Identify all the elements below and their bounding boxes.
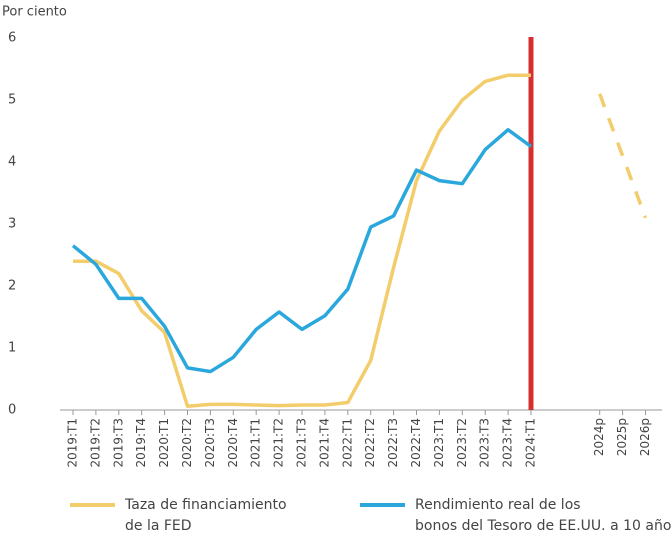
x-tick-label: 2019:T2 bbox=[88, 418, 102, 468]
x-tick-label: 2023:T3 bbox=[478, 418, 492, 468]
x-tick-label: 2024p bbox=[592, 418, 606, 456]
y-tick-label: 0 bbox=[8, 403, 16, 418]
x-tick-label: 2019:T3 bbox=[111, 418, 125, 468]
x-tick-label: 2020:T4 bbox=[226, 418, 240, 468]
y-tick-label: 3 bbox=[8, 217, 16, 232]
x-tick-label: 2021:T1 bbox=[249, 418, 263, 468]
legend-label: Rendimiento real de los bonos del Tesoro … bbox=[415, 497, 671, 534]
x-tick-label: 2021:T4 bbox=[317, 418, 331, 468]
x-tick-label: 2022:T1 bbox=[340, 418, 354, 468]
x-tick-label: 2025p bbox=[615, 418, 629, 456]
x-tick-label: 2022:T3 bbox=[386, 418, 400, 468]
y-tick-label: 5 bbox=[8, 93, 16, 108]
x-tick-label: 2026p bbox=[638, 418, 652, 456]
projection-line bbox=[598, 93, 648, 219]
series-line bbox=[71, 128, 533, 374]
y-tick-label: 1 bbox=[8, 341, 16, 356]
x-tick-label: 2024:T1 bbox=[524, 418, 538, 468]
y-axis-label: Por ciento bbox=[2, 5, 67, 20]
y-tick-label: 2 bbox=[8, 279, 16, 294]
x-tick-label: 2020:T1 bbox=[157, 418, 171, 468]
series-line bbox=[73, 73, 531, 409]
x-tick-label: 2021:T3 bbox=[295, 418, 309, 468]
x-tick-label: 2020:T2 bbox=[180, 418, 194, 468]
x-tick-label: 2022:T4 bbox=[409, 418, 423, 468]
x-tick-label: 2020:T3 bbox=[203, 418, 217, 468]
y-tick-label: 6 bbox=[8, 31, 16, 46]
x-tick-label: 2021:T2 bbox=[272, 418, 286, 468]
x-tick-label: 2023:T4 bbox=[501, 418, 515, 468]
x-tick-label: 2023:T2 bbox=[455, 418, 469, 468]
x-tick-label: 2019:T4 bbox=[134, 418, 148, 468]
y-tick-label: 4 bbox=[8, 155, 16, 170]
legend-label: Taza de financiamiento de la FED bbox=[124, 497, 287, 534]
x-tick-label: 2022:T2 bbox=[363, 418, 377, 468]
x-tick-label: 2019:T1 bbox=[66, 418, 80, 468]
x-tick-label: 2023:T1 bbox=[432, 418, 446, 468]
